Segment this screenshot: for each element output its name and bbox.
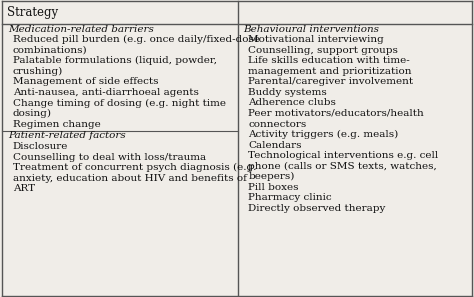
Text: combinations): combinations) [13, 46, 87, 55]
Text: ART: ART [13, 184, 35, 193]
Text: beepers): beepers) [248, 172, 295, 181]
Text: Palatable formulations (liquid, powder,: Palatable formulations (liquid, powder, [13, 56, 217, 65]
Text: Strategy: Strategy [7, 6, 58, 19]
Text: Regimen change: Regimen change [13, 119, 100, 129]
Text: Directly observed therapy: Directly observed therapy [248, 204, 386, 213]
Text: connectors: connectors [248, 119, 307, 129]
Text: Reduced pill burden (e.g. once daily/fixed-dose: Reduced pill burden (e.g. once daily/fix… [13, 35, 260, 44]
Text: dosing): dosing) [13, 109, 52, 118]
Text: Technological interventions e.g. cell: Technological interventions e.g. cell [248, 151, 438, 160]
Text: Counselling to deal with loss/trauma: Counselling to deal with loss/trauma [13, 152, 206, 162]
Text: Disclosure: Disclosure [13, 142, 68, 151]
Text: Patient-related factors: Patient-related factors [8, 131, 126, 140]
Text: Counselling, support groups: Counselling, support groups [248, 46, 398, 55]
Text: Anti-nausea, anti-diarrhoeal agents: Anti-nausea, anti-diarrhoeal agents [13, 88, 199, 97]
Text: Peer motivators/educators/health: Peer motivators/educators/health [248, 109, 424, 118]
Text: Motivational interviewing: Motivational interviewing [248, 35, 384, 44]
Text: Pill boxes: Pill boxes [248, 183, 299, 192]
Text: management and prioritization: management and prioritization [248, 67, 412, 76]
Text: Life skills education with time-: Life skills education with time- [248, 56, 410, 65]
Text: Behavioural interventions: Behavioural interventions [244, 25, 380, 34]
Text: Adherence clubs: Adherence clubs [248, 98, 336, 108]
Text: Calendars: Calendars [248, 140, 302, 150]
Text: Activity triggers (e.g. meals): Activity triggers (e.g. meals) [248, 130, 399, 139]
Text: Pharmacy clinic: Pharmacy clinic [248, 193, 332, 202]
Text: anxiety, education about HIV and benefits of: anxiety, education about HIV and benefit… [13, 173, 246, 183]
Text: phone (calls or SMS texts, watches,: phone (calls or SMS texts, watches, [248, 162, 437, 171]
Text: Treatment of concurrent psych diagnosis (e.g.: Treatment of concurrent psych diagnosis … [13, 163, 256, 172]
Text: Medication-related barriers: Medication-related barriers [8, 25, 154, 34]
Text: Change timing of dosing (e.g. night time: Change timing of dosing (e.g. night time [13, 98, 226, 108]
Text: Parental/caregiver involvement: Parental/caregiver involvement [248, 77, 413, 86]
Text: crushing): crushing) [13, 67, 63, 76]
Text: Management of side effects: Management of side effects [13, 77, 158, 86]
Text: Buddy systems: Buddy systems [248, 88, 327, 97]
